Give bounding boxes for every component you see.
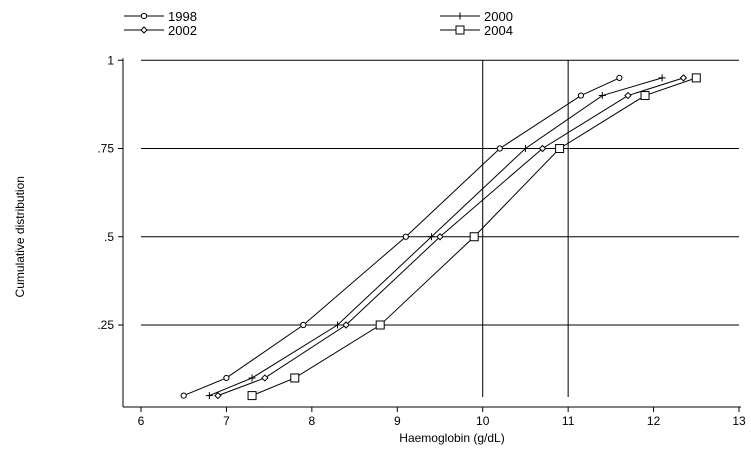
x-tick-label: 13 — [732, 414, 746, 428]
data-point-2004 — [640, 91, 650, 101]
data-point-1998 — [402, 233, 409, 240]
x-axis-title: Haemoglobin (g/dL) — [399, 431, 504, 445]
data-point-2004 — [555, 144, 565, 153]
data-point-2000 — [205, 392, 213, 400]
x-tick-label: 9 — [394, 414, 401, 428]
data-point-2000 — [248, 374, 256, 382]
data-point-2002 — [342, 321, 350, 329]
data-point-2000 — [521, 145, 529, 152]
data-point-2004 — [469, 232, 479, 242]
x-tick-label: 12 — [647, 414, 661, 428]
legend-marker-2000 — [456, 12, 464, 20]
x-tick-label: 10 — [476, 414, 490, 428]
data-point-1998 — [496, 145, 503, 152]
y-tick-label: .25 — [97, 318, 114, 332]
data-point-2002 — [436, 233, 444, 241]
x-tick-label: 11 — [562, 414, 575, 428]
legend-label-2004: 2004 — [484, 23, 513, 38]
data-point-2000 — [333, 321, 341, 329]
legend-marker-1998 — [140, 12, 148, 20]
data-point-2002 — [261, 374, 269, 382]
data-point-2004 — [375, 320, 385, 330]
data-point-2000 — [598, 92, 606, 100]
data-point-2000 — [658, 74, 666, 82]
legend-label-2002: 2002 — [168, 23, 197, 38]
legend-marker-2004 — [455, 25, 465, 35]
data-point-2002 — [538, 144, 547, 153]
data-point-1998 — [577, 92, 585, 99]
data-point-2004 — [247, 391, 257, 401]
legend-label-1998: 1998 — [168, 9, 197, 24]
legend-marker-2002 — [140, 26, 148, 34]
y-axis-title: Cumulative distribution — [13, 176, 27, 297]
x-tick-label: 6 — [138, 414, 145, 428]
x-tick-label: 7 — [223, 414, 230, 428]
data-point-2000 — [427, 233, 435, 241]
data-point-1998 — [180, 392, 187, 399]
data-point-2002 — [624, 91, 632, 100]
data-point-1998 — [223, 374, 230, 382]
x-tick-label: 8 — [309, 414, 316, 428]
data-point-2002 — [679, 74, 688, 82]
data-point-1998 — [300, 321, 307, 329]
legend-label-2000: 2000 — [484, 9, 513, 24]
data-point-1998 — [616, 74, 623, 82]
data-point-2004 — [290, 373, 300, 383]
data-point-2002 — [214, 391, 222, 400]
y-tick-label: .5 — [104, 230, 114, 244]
data-point-2004 — [691, 73, 701, 83]
y-tick-label: 1 — [107, 53, 114, 67]
y-tick-label: .75 — [97, 142, 114, 156]
